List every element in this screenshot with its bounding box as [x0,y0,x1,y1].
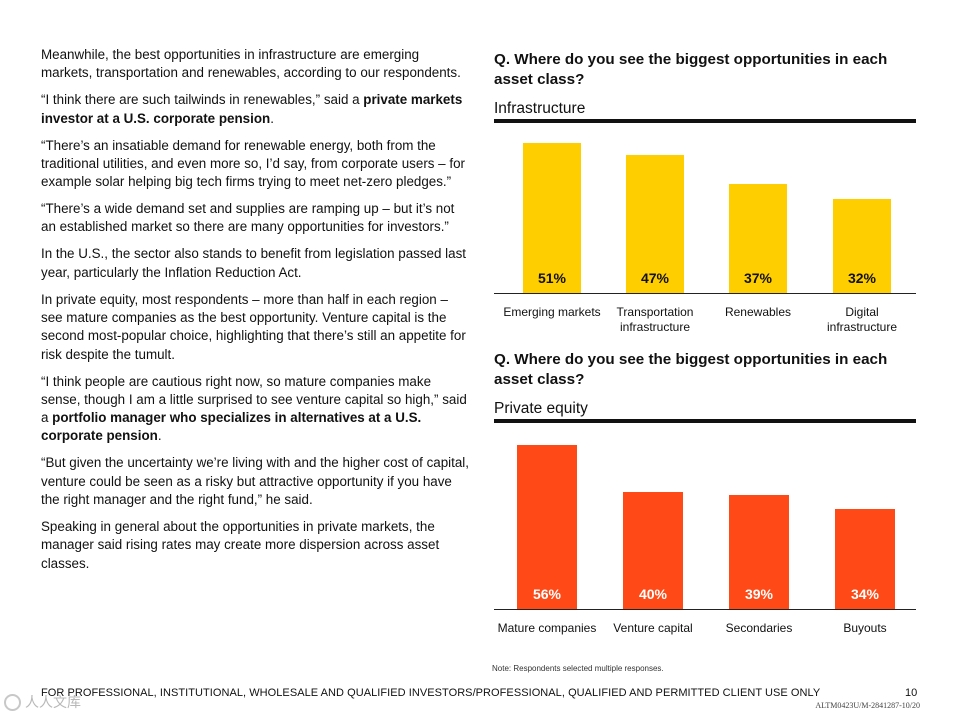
bold-run: portfolio manager who specializes in alt… [41,410,422,444]
watermark: 人人文库 [4,692,81,712]
article-paragraph: Meanwhile, the best opportunities in inf… [41,46,469,83]
chart-note: Note: Respondents selected multiple resp… [492,664,664,673]
bar-value-label: 32% [847,270,877,286]
category-label: Secondaries [725,621,793,635]
category-label: Emerging markets [503,305,601,319]
chart-subtitle: Infrastructure [494,100,586,117]
bar-value-label: 37% [743,270,773,286]
bar [626,154,684,293]
article-paragraph: “I think people are cautious right now, … [41,373,469,446]
bar-value-label: 47% [640,270,670,286]
bar-value-label: 51% [537,270,567,286]
category-label: Renewables [724,305,792,319]
article-paragraph: “But given the uncertainty we’re living … [41,454,469,509]
bar-value-label: 40% [638,586,668,602]
bar-value-label: 56% [532,586,562,602]
bar-value-label: 34% [850,586,880,602]
category-label: Mature companies [497,621,597,635]
page-number: 10 [905,687,918,699]
category-label: Buyouts [843,621,887,635]
bar-value-label: 39% [744,586,774,602]
chart-top-rule [494,419,916,423]
private-equity-chart: Q. Where do you see the biggest opportun… [494,350,916,645]
article-paragraph: Speaking in general about the opportunit… [41,518,469,573]
text-run: “I think people are cautious right now, … [41,373,467,426]
bar [833,198,891,293]
watermark-logo-icon [4,693,21,711]
chart-baseline [494,293,916,294]
chart-subtitle: Private equity [494,400,588,417]
document-code: ALTM0423U/M-2841287-10/20 [815,701,920,710]
category-label: Venture capital [613,621,693,635]
footer-disclaimer: FOR PROFESSIONAL, INSTITUTIONAL, WHOLESA… [41,687,821,699]
bold-run: private markets investor at a U.S. corpo… [41,92,463,126]
text-run: “There’s a wide demand set and supplies … [41,201,455,235]
bar [517,445,577,609]
article-paragraph: “I think there are such tailwinds in ren… [41,91,469,128]
chart-baseline [494,609,916,610]
text-run: In the U.S., the sector also stands to b… [41,246,467,280]
article-paragraph: “There’s an insatiable demand for renewa… [41,137,469,192]
article-text: Meanwhile, the best opportunities in inf… [41,46,469,582]
chart-question-title: Q. Where do you see the biggest opportun… [494,351,888,388]
watermark-text: 人人文库 [25,694,81,710]
text-run: “But given the uncertainty we’re living … [41,455,469,508]
category-label: Transportation infrastructure [616,305,694,334]
chart-plot-area: 56% Mature companies 40% Venture capital 39%… [494,423,916,645]
chart-question-title: Q. Where do you see the biggest opportun… [494,51,888,88]
text-run: . [157,428,162,444]
category-label: Digital infrastructure [826,305,898,334]
text-run: “I think there are such tailwinds in ren… [41,92,364,108]
bar [523,143,581,293]
text-run: In private equity, most respondents – mo… [41,291,466,362]
bar [835,509,895,609]
text-run: “There’s an insatiable demand for renewa… [41,137,465,190]
article-paragraph: “There’s a wide demand set and supplies … [41,200,469,237]
article-paragraph: In private equity, most respondents – mo… [41,291,469,364]
text-run: . [270,110,274,126]
bar [623,491,683,609]
chart-plot-area: 51% Emerging markets 47% Transportation inf… [494,123,916,338]
chart-top-rule [494,119,916,123]
infrastructure-chart: Q. Where do you see the biggest opportun… [494,50,916,338]
bar [729,184,787,293]
text-run: Meanwhile, the best opportunities in inf… [41,47,461,81]
text-run: Speaking in general about the opportunit… [41,519,440,571]
article-paragraph: In the U.S., the sector also stands to b… [41,245,469,282]
bar [729,494,789,609]
